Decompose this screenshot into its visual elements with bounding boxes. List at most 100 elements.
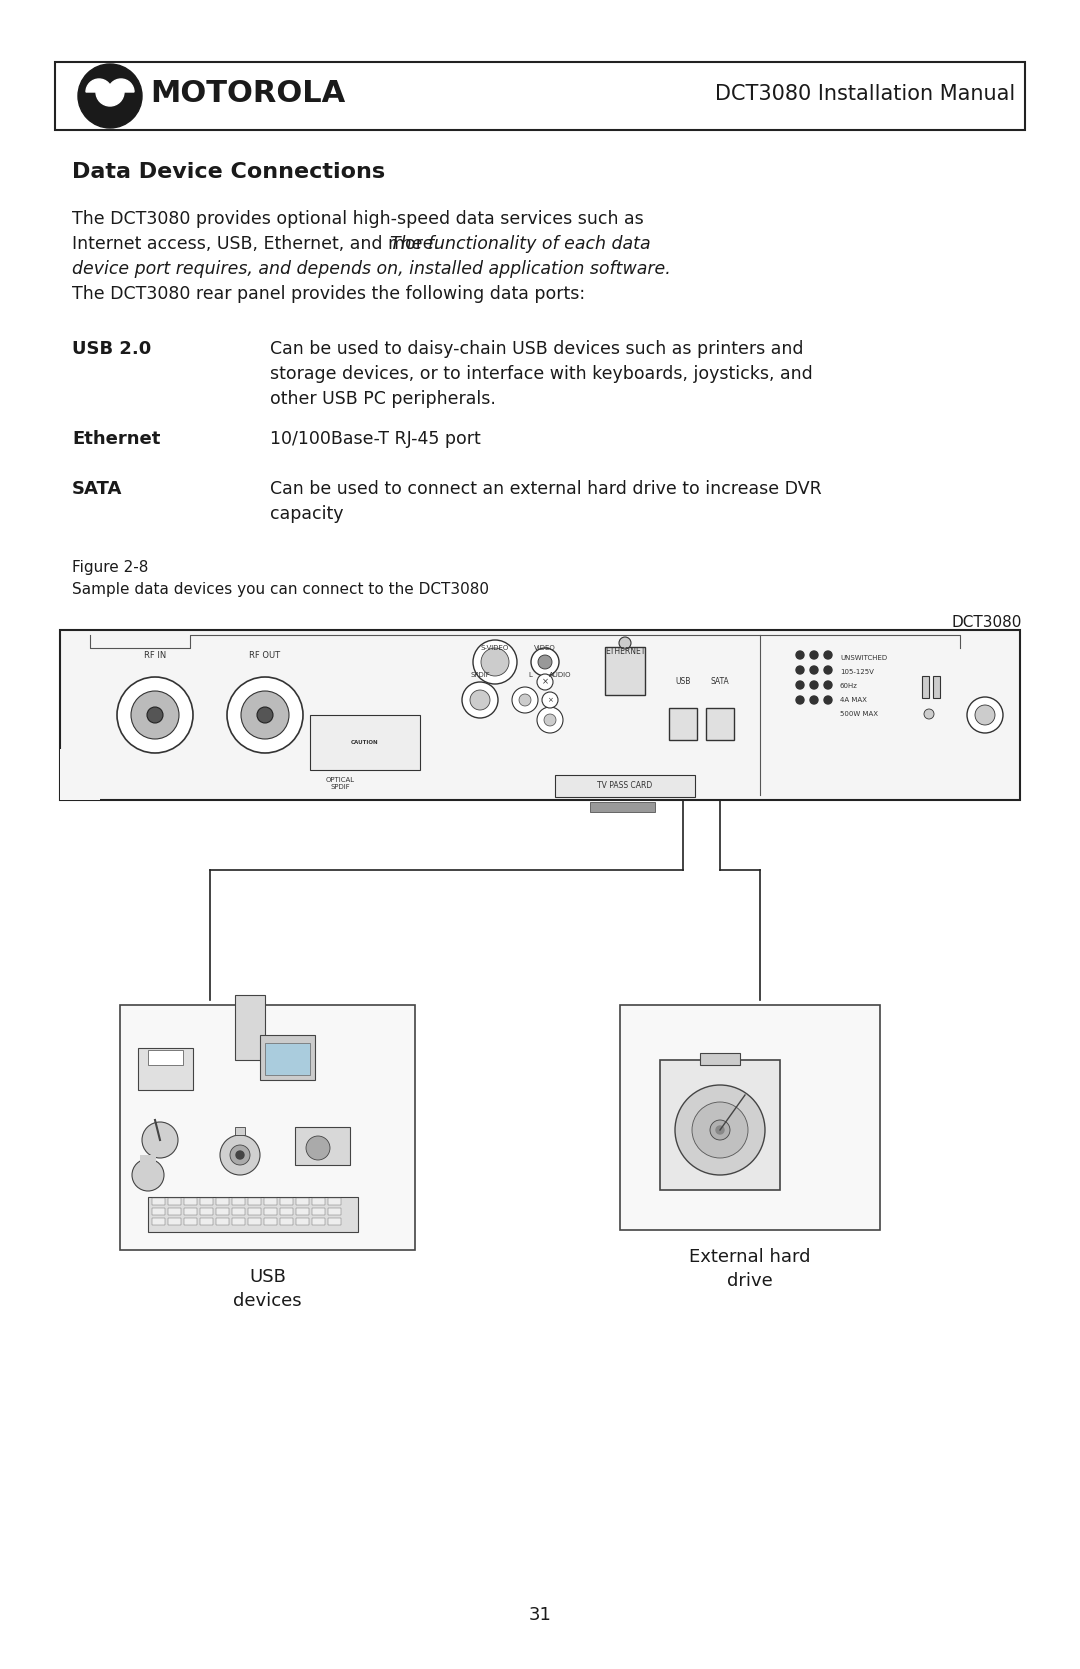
Text: External hard
drive: External hard drive bbox=[689, 1248, 811, 1290]
Text: 31: 31 bbox=[528, 1606, 552, 1624]
Circle shape bbox=[241, 691, 289, 739]
Text: CAUTION: CAUTION bbox=[351, 741, 379, 746]
Circle shape bbox=[230, 1145, 249, 1165]
Text: Data Device Connections: Data Device Connections bbox=[72, 162, 386, 182]
Bar bbox=[216, 1198, 229, 1205]
Bar bbox=[296, 1198, 309, 1205]
Text: AUDIO: AUDIO bbox=[549, 673, 571, 678]
Text: 4A MAX: 4A MAX bbox=[840, 698, 867, 703]
Text: S-VIDEO: S-VIDEO bbox=[481, 644, 509, 651]
Bar bbox=[922, 676, 929, 698]
Bar bbox=[232, 1198, 245, 1205]
Bar bbox=[248, 1208, 261, 1215]
Bar bbox=[660, 1060, 780, 1190]
Circle shape bbox=[542, 693, 558, 708]
Bar bbox=[152, 1198, 165, 1205]
Circle shape bbox=[481, 648, 509, 676]
Circle shape bbox=[796, 666, 804, 674]
Text: Ethernet: Ethernet bbox=[72, 431, 160, 447]
Text: OPTICAL
SPDIF: OPTICAL SPDIF bbox=[325, 778, 354, 789]
Text: ETHERNET: ETHERNET bbox=[605, 648, 645, 656]
Bar bbox=[140, 1155, 156, 1175]
Circle shape bbox=[105, 87, 114, 97]
Circle shape bbox=[78, 63, 141, 129]
Bar bbox=[152, 1218, 165, 1225]
Text: SPDIF: SPDIF bbox=[470, 673, 490, 678]
Text: The DCT3080 provides optional high-speed data services such as: The DCT3080 provides optional high-speed… bbox=[72, 210, 644, 229]
Bar bbox=[168, 1208, 181, 1215]
Bar bbox=[264, 1218, 276, 1225]
Wedge shape bbox=[96, 92, 124, 107]
Text: DCT3080 Installation Manual: DCT3080 Installation Manual bbox=[715, 83, 1015, 103]
Text: Can be used to daisy-chain USB devices such as printers and: Can be used to daisy-chain USB devices s… bbox=[270, 340, 804, 357]
Circle shape bbox=[824, 666, 832, 674]
Text: device port requires, and depends on, installed application software.: device port requires, and depends on, in… bbox=[72, 260, 671, 279]
Text: DCT3080: DCT3080 bbox=[951, 614, 1022, 629]
Bar bbox=[55, 62, 1025, 130]
Text: USB 2.0: USB 2.0 bbox=[72, 340, 151, 357]
Text: 10/100Base-T RJ-45 port: 10/100Base-T RJ-45 port bbox=[270, 431, 481, 447]
Circle shape bbox=[537, 674, 553, 689]
Bar bbox=[232, 1208, 245, 1215]
Bar bbox=[264, 1208, 276, 1215]
Bar bbox=[296, 1208, 309, 1215]
Circle shape bbox=[675, 1085, 765, 1175]
Circle shape bbox=[975, 704, 995, 724]
Bar bbox=[669, 708, 697, 739]
Bar bbox=[295, 1127, 350, 1165]
Circle shape bbox=[117, 678, 193, 753]
Circle shape bbox=[131, 691, 179, 739]
Bar bbox=[235, 1127, 245, 1135]
Bar bbox=[200, 1208, 213, 1215]
Circle shape bbox=[810, 651, 818, 659]
Circle shape bbox=[519, 694, 531, 706]
Bar bbox=[620, 1005, 880, 1230]
Bar bbox=[248, 1198, 261, 1205]
Circle shape bbox=[257, 708, 273, 723]
Text: ×: × bbox=[548, 698, 553, 703]
Bar bbox=[312, 1208, 325, 1215]
Text: UNSWITCHED: UNSWITCHED bbox=[840, 654, 887, 661]
Circle shape bbox=[141, 1122, 178, 1158]
Text: Figure 2-8: Figure 2-8 bbox=[72, 561, 148, 576]
Circle shape bbox=[531, 648, 559, 676]
Bar bbox=[933, 676, 940, 698]
Bar bbox=[312, 1198, 325, 1205]
Circle shape bbox=[810, 666, 818, 674]
Bar bbox=[168, 1198, 181, 1205]
Bar bbox=[216, 1208, 229, 1215]
Circle shape bbox=[227, 678, 303, 753]
Circle shape bbox=[470, 689, 490, 709]
Circle shape bbox=[824, 681, 832, 689]
Bar bbox=[555, 774, 696, 798]
Text: Sample data devices you can connect to the DCT3080: Sample data devices you can connect to t… bbox=[72, 582, 489, 598]
Bar bbox=[152, 1208, 165, 1215]
Circle shape bbox=[810, 696, 818, 704]
Circle shape bbox=[512, 688, 538, 713]
Text: MOTOROLA: MOTOROLA bbox=[150, 80, 346, 108]
Bar bbox=[280, 1218, 293, 1225]
Circle shape bbox=[237, 1152, 244, 1158]
Text: VIDEO: VIDEO bbox=[535, 644, 556, 651]
Bar bbox=[248, 1218, 261, 1225]
Bar bbox=[120, 1005, 415, 1250]
Bar bbox=[312, 1218, 325, 1225]
Text: 500W MAX: 500W MAX bbox=[840, 711, 878, 718]
Circle shape bbox=[716, 1127, 724, 1133]
Text: 60Hz: 60Hz bbox=[840, 683, 858, 689]
Bar bbox=[706, 708, 734, 739]
Bar bbox=[200, 1198, 213, 1205]
Text: SATA: SATA bbox=[72, 481, 122, 497]
Bar bbox=[60, 629, 1020, 799]
Bar bbox=[148, 1197, 357, 1232]
Circle shape bbox=[538, 654, 552, 669]
Bar bbox=[235, 995, 265, 1060]
Bar bbox=[265, 1043, 310, 1075]
Bar bbox=[280, 1208, 293, 1215]
Bar bbox=[138, 1048, 193, 1090]
Circle shape bbox=[462, 683, 498, 718]
Bar bbox=[184, 1208, 197, 1215]
Circle shape bbox=[147, 708, 163, 723]
Text: The functionality of each data: The functionality of each data bbox=[390, 235, 650, 254]
Text: other USB PC peripherals.: other USB PC peripherals. bbox=[270, 391, 496, 407]
